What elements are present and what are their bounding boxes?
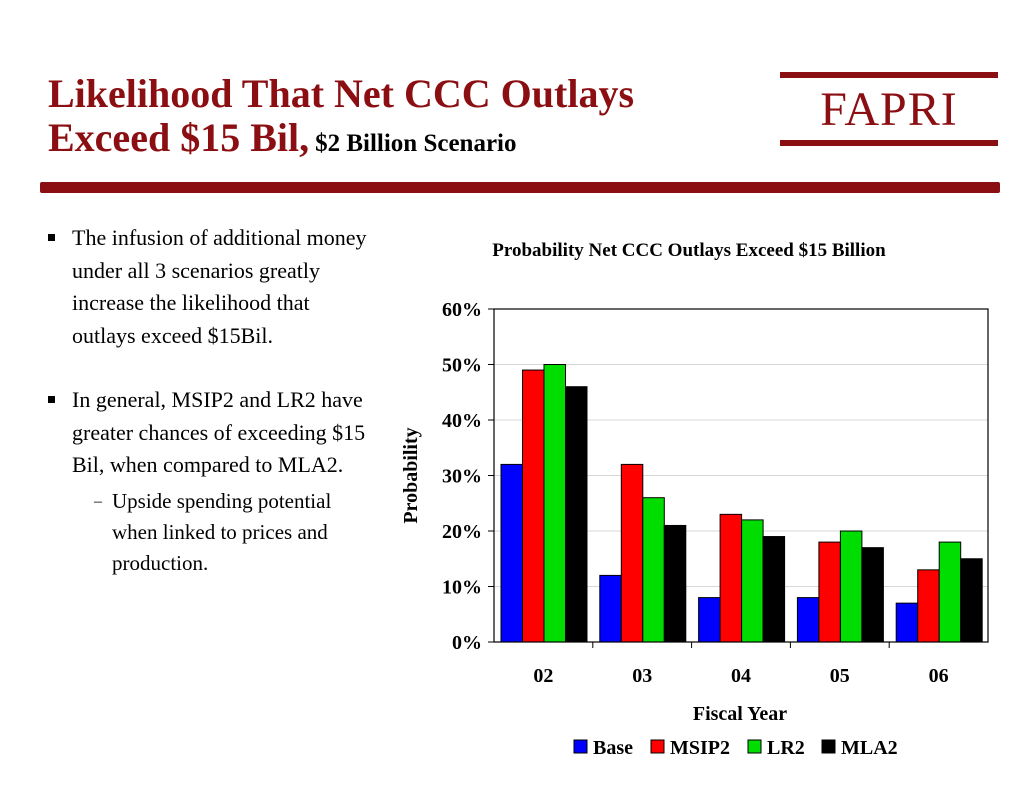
bullet-marker-icon	[48, 234, 55, 241]
bullet-text: The infusion of additional money under a…	[72, 225, 367, 348]
dash-marker-icon: –	[94, 492, 102, 510]
y-tick-label: 20%	[442, 521, 482, 543]
bar-msip2-02	[522, 369, 545, 643]
title-line-1: Likelihood That Net CCC Outlays	[48, 71, 635, 116]
bullet-item: In general, MSIP2 and LR2 have greater c…	[48, 384, 368, 579]
y-tick-label: 10%	[442, 577, 482, 599]
legend-item-lr2: LR2	[747, 737, 805, 759]
bar-msip2-04	[719, 513, 743, 643]
bar-msip2-03	[620, 463, 644, 643]
bar-mla2-03	[663, 524, 687, 643]
bar-base-05	[796, 597, 820, 643]
legend-swatch	[573, 739, 588, 754]
x-tick-label: 05	[830, 665, 850, 687]
legend-label: MSIP2	[670, 737, 730, 759]
bar-mla2-06	[960, 558, 983, 643]
x-tick-label: 06	[929, 665, 949, 687]
y-tick-label: 60%	[442, 299, 482, 321]
title-subtitle: $2 Billion Scenario	[315, 130, 517, 157]
y-tick-label: 0%	[452, 632, 482, 654]
legend-label: MLA2	[841, 737, 898, 759]
logo-text: FAPRI	[820, 83, 958, 136]
header-divider	[40, 182, 1000, 193]
legend-item-msip2: MSIP2	[650, 737, 730, 759]
y-tick-label: 40%	[442, 410, 482, 432]
x-tick-label: 02	[533, 665, 553, 687]
bar-msip2-05	[818, 541, 841, 643]
x-axis-ticks: 02 03 04 05 06	[533, 642, 949, 687]
sub-bullet-item: – Upside spending potential when linked …	[72, 486, 368, 579]
bullet-list: The infusion of additional money under a…	[48, 222, 368, 611]
chart-legend: Base MSIP2 LR2 MLA2	[573, 737, 898, 759]
y-tick-label: 30%	[442, 466, 482, 488]
logo-top-bar	[780, 72, 998, 78]
slide-title: Likelihood That Net CCC Outlays Exceed $…	[48, 72, 634, 166]
bar-mla2-04	[762, 536, 786, 643]
bullet-text: In general, MSIP2 and LR2 have greater c…	[72, 387, 366, 477]
sub-bullet-text: Upside spending potential when linked to…	[112, 488, 332, 575]
legend-item-base: Base	[573, 737, 633, 759]
bar-lr2-02	[543, 364, 566, 643]
legend-item-mla2: MLA2	[821, 737, 898, 759]
bar-base-04	[698, 597, 721, 643]
bar-lr2-05	[839, 530, 863, 643]
legend-swatch	[821, 739, 836, 754]
legend-label: Base	[593, 737, 633, 759]
bar-lr2-04	[741, 519, 764, 643]
chart-title: Probability Net CCC Outlays Exceed $15 B…	[492, 240, 886, 261]
x-tick-label: 03	[632, 665, 652, 687]
x-tick-label: 04	[731, 665, 751, 687]
legend-swatch	[747, 739, 762, 754]
title-line-2-text: Exceed $15 Bil,	[48, 115, 310, 160]
fapri-logo: FAPRI	[780, 72, 998, 148]
legend-label: LR2	[767, 737, 805, 759]
y-tick-label: 50%	[442, 355, 482, 377]
bar-base-02	[500, 463, 523, 643]
y-axis-ticks: 0% 10% 20% 30% 40% 50% 60%	[442, 299, 494, 654]
bar-lr2-06	[938, 541, 962, 643]
bar-base-03	[599, 574, 622, 643]
bar-mla2-05	[861, 547, 884, 643]
logo-bottom-bar	[780, 140, 998, 146]
bar-lr2-03	[642, 497, 665, 643]
bullet-marker-icon	[48, 396, 55, 403]
bars	[500, 364, 983, 643]
legend-swatch	[650, 739, 665, 754]
title-line-2: Exceed $15 Bil, $2 Billion Scenario	[48, 116, 634, 166]
bar-msip2-06	[917, 569, 940, 643]
bar-mla2-02	[565, 386, 588, 643]
y-axis-label: Probability	[400, 427, 422, 523]
bullet-item: The infusion of additional money under a…	[48, 222, 368, 352]
bar-base-06	[895, 602, 919, 643]
x-axis-label: Fiscal Year	[693, 703, 787, 725]
